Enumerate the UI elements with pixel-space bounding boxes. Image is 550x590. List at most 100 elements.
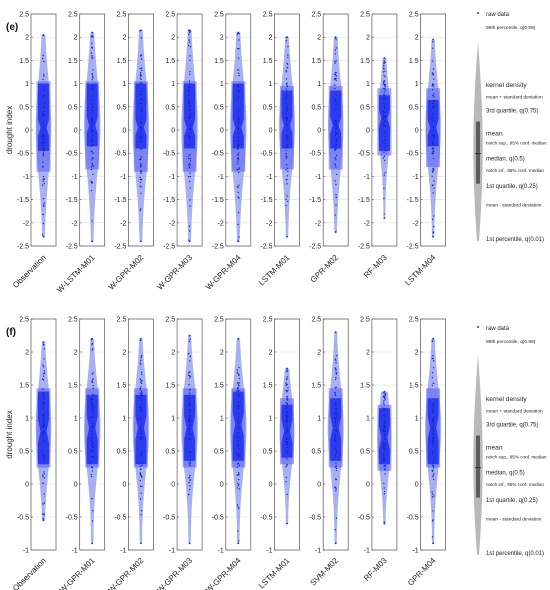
- raw-data-point: [189, 30, 192, 33]
- raw-data-point: [432, 184, 434, 186]
- raw-data-point: [43, 454, 45, 456]
- y-tick-label: 1: [74, 81, 78, 88]
- category-label: W-GPR-M03: [155, 556, 194, 590]
- raw-data-point: [433, 442, 435, 444]
- raw-data-point: [140, 438, 142, 441]
- raw-data-point: [433, 398, 435, 401]
- raw-data-point: [91, 426, 93, 428]
- raw-data-point: [286, 438, 288, 440]
- raw-data-point: [189, 132, 191, 134]
- raw-data-point: [41, 451, 44, 453]
- raw-data-point: [90, 137, 93, 139]
- raw-data-point: [432, 474, 434, 476]
- raw-data-point: [384, 85, 386, 88]
- raw-data-point: [189, 451, 192, 453]
- legend-box: [476, 121, 480, 184]
- raw-data-point: [431, 428, 433, 431]
- raw-data-point: [188, 428, 190, 430]
- raw-data-point: [91, 520, 94, 522]
- raw-data-point: [335, 75, 337, 77]
- raw-data-point: [238, 118, 240, 120]
- raw-data-point: [384, 422, 386, 424]
- raw-data-point: [238, 74, 240, 77]
- raw-data-point: [383, 111, 386, 114]
- raw-data-point: [188, 437, 190, 440]
- y-tick-label: 2.5: [360, 12, 370, 19]
- raw-data-point: [140, 475, 142, 477]
- raw-data-point: [384, 450, 386, 452]
- raw-data-point: [237, 408, 239, 410]
- y-tick-label: -1.5: [114, 197, 126, 204]
- y-tick-label: 0.5: [117, 104, 127, 111]
- raw-data-point: [432, 404, 434, 407]
- y-tick-label: -0.5: [114, 151, 126, 158]
- legend-f: raw data 99th percentile, q(0.99) kernel d…: [473, 326, 547, 557]
- raw-data-point: [43, 204, 45, 206]
- raw-data-point: [43, 348, 45, 350]
- raw-data-point: [140, 386, 142, 388]
- raw-data-point: [285, 382, 287, 384]
- raw-data-point: [334, 164, 336, 166]
- y-tick-label: 2: [366, 350, 370, 357]
- raw-data-point: [141, 67, 143, 69]
- subplot: -1 -0.5 0 0.5 1 1.5 2 2.5 GPR-M04: [406, 317, 446, 588]
- raw-data-point: [383, 487, 385, 489]
- y-tick-label: -2.5: [114, 244, 126, 251]
- legend-median: median, q(0.5): [486, 157, 525, 163]
- raw-data-point: [189, 138, 191, 141]
- raw-data-point: [141, 148, 143, 150]
- raw-data-point: [188, 419, 190, 421]
- legend-p99: 99th percentile, q(0.99): [486, 339, 536, 345]
- raw-data-point: [384, 393, 386, 395]
- raw-data-point: [432, 94, 434, 97]
- raw-data-point: [42, 107, 44, 109]
- raw-data-point: [188, 157, 190, 160]
- raw-data-point: [335, 194, 337, 196]
- raw-data-point: [238, 455, 240, 457]
- y-tick-label: 1.5: [214, 383, 224, 390]
- y-tick-label: 0.5: [263, 449, 273, 456]
- raw-data-point: [383, 74, 385, 77]
- raw-data-point: [188, 383, 190, 386]
- raw-data-point: [237, 139, 240, 142]
- raw-data-point: [42, 394, 44, 397]
- raw-data-point: [236, 126, 239, 128]
- raw-data-point: [91, 157, 94, 159]
- raw-data-point: [287, 139, 289, 141]
- raw-data-point: [189, 199, 191, 201]
- category-label: LSTM-M01: [257, 253, 292, 288]
- raw-data-point: [188, 451, 190, 453]
- raw-data-point: [92, 173, 94, 175]
- p1-point: [237, 240, 240, 243]
- raw-data-point: [384, 433, 386, 436]
- raw-data-point: [335, 154, 338, 157]
- category-label: W-GPR-M03: [155, 253, 194, 292]
- raw-data-point: [335, 127, 337, 129]
- raw-data-point: [188, 403, 190, 405]
- raw-data-point: [141, 437, 143, 439]
- raw-data-point: [43, 127, 45, 129]
- y-tick-label: -0.5: [163, 151, 175, 158]
- raw-data-point: [432, 151, 434, 153]
- raw-data-point: [90, 128, 93, 131]
- y-tick-label: -0.5: [163, 515, 175, 522]
- raw-data-point: [188, 340, 190, 343]
- raw-data-point: [141, 485, 143, 488]
- raw-data-point: [383, 96, 385, 99]
- subplot: -2.5 -2 -1.5 -1 -0.5 0 0.5 1 1.5 2 2.5 Observation: [11, 12, 57, 290]
- y-tick-label: 2.5: [68, 12, 78, 19]
- raw-data-point: [285, 102, 287, 104]
- y-tick-label: 1.5: [68, 383, 78, 390]
- raw-data-point: [334, 149, 336, 152]
- raw-data-point: [237, 390, 240, 393]
- raw-data-point: [432, 152, 434, 155]
- raw-data-point: [188, 90, 190, 93]
- raw-data-point: [431, 171, 434, 173]
- raw-data-point: [237, 382, 239, 384]
- legend-q3: 3rd quartile, q(0.75): [486, 422, 538, 428]
- raw-data-point: [237, 119, 239, 121]
- y-tick-label: 2.5: [409, 12, 419, 19]
- raw-data-point: [139, 407, 141, 409]
- p99-point: [432, 337, 434, 340]
- raw-data-point: [90, 449, 93, 451]
